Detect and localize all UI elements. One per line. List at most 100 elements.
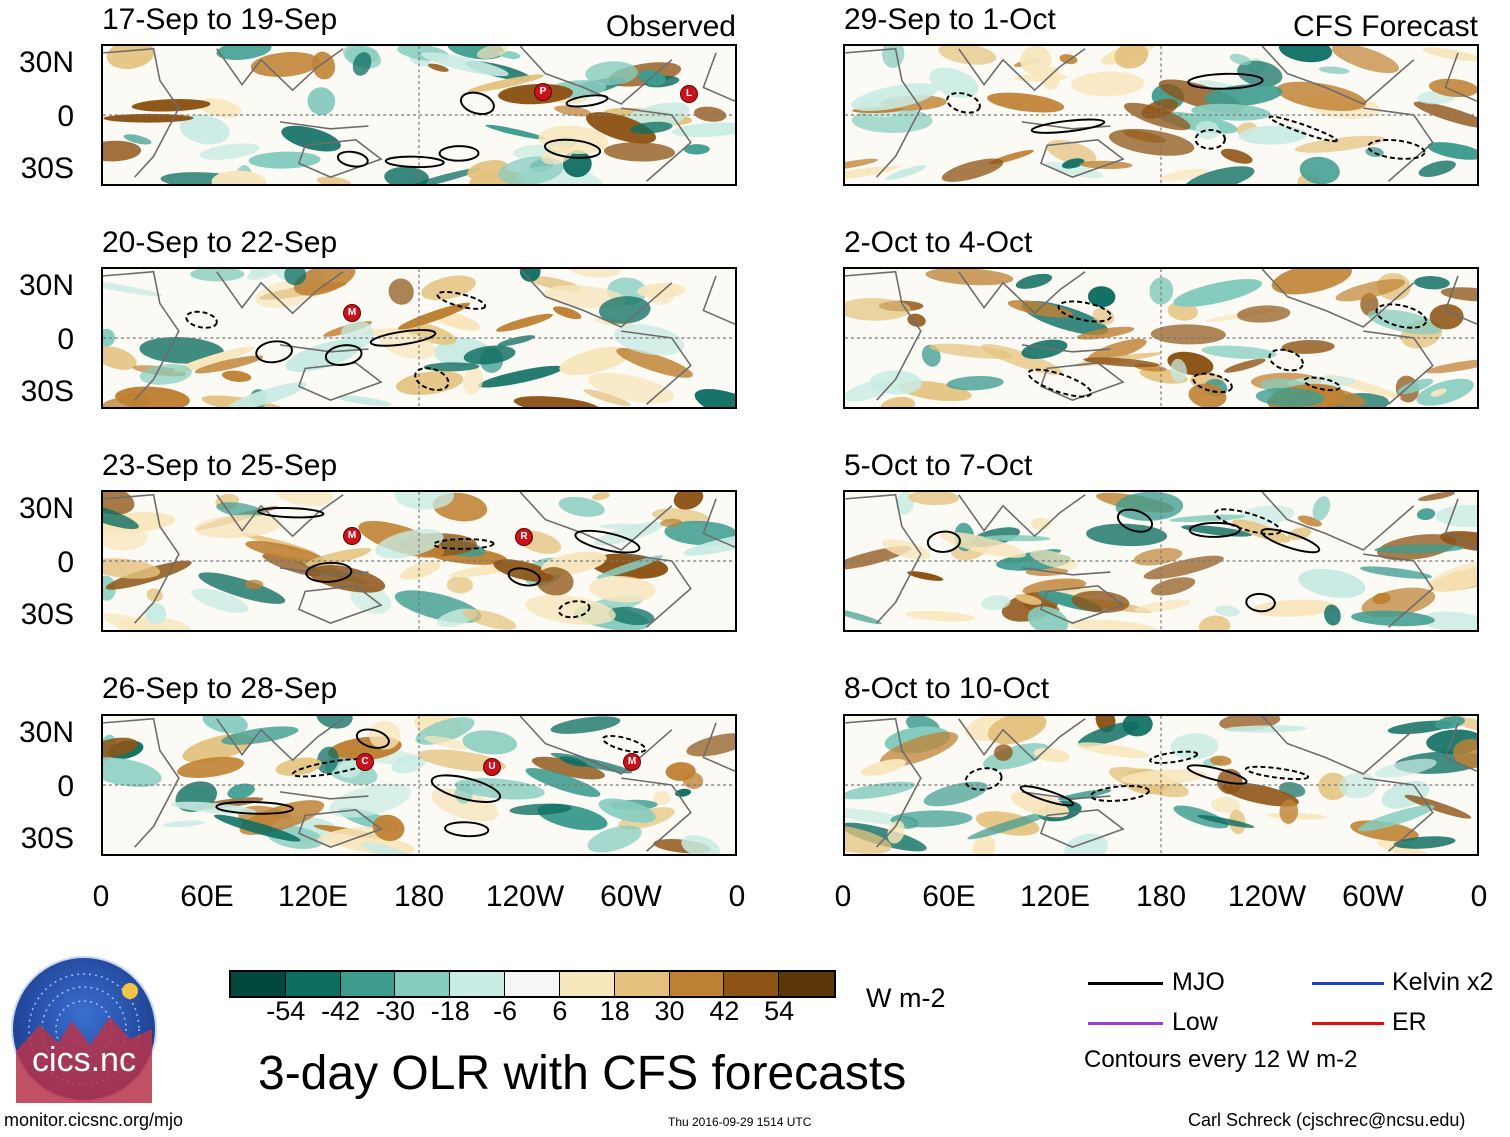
olr-anomaly [275, 757, 322, 776]
mjo-contour [1268, 115, 1338, 143]
olr-anomaly [397, 302, 471, 330]
olr-anomaly [1076, 326, 1135, 340]
olr-anomaly [558, 496, 605, 517]
olr-anomaly [446, 576, 474, 594]
olr-anomaly [851, 83, 938, 112]
olr-anomaly [281, 125, 341, 152]
olr-anomaly [103, 757, 162, 788]
olr-anomaly [1120, 769, 1207, 785]
coastline [1444, 722, 1477, 772]
olr-anomaly [1312, 496, 1331, 521]
olr-anomaly [980, 595, 1011, 611]
olr-anomaly [1143, 555, 1224, 580]
logo-text: cics.nc [32, 1041, 136, 1079]
olr-anomaly [1211, 797, 1241, 813]
olr-anomaly [987, 716, 1047, 745]
mjo-contour [964, 767, 1003, 791]
olr-anomaly [284, 269, 307, 286]
olr-anomaly [587, 825, 642, 853]
panel-title: 20-Sep to 22-Sep [102, 226, 338, 259]
longitude-label: 120W [485, 880, 565, 913]
colorbar-swatch [505, 972, 560, 996]
olr-anomaly [536, 567, 574, 596]
olr-anomaly [1271, 269, 1352, 295]
olr-anomaly [1058, 789, 1112, 801]
footer-url[interactable]: monitor.cicsnc.org/mjo [4, 1110, 184, 1130]
footer-author: Carl Schreck (cjschrec@ncsu.edu) [1188, 1110, 1466, 1130]
olr-anomaly [485, 124, 546, 140]
colorbar-label: 42 [709, 996, 740, 1026]
mjo-contour [255, 340, 293, 364]
olr-anomaly [103, 737, 138, 758]
olr-anomaly [1429, 304, 1464, 330]
olr-anomaly [1416, 508, 1436, 521]
coastline [702, 498, 735, 548]
olr-anomaly [1318, 772, 1348, 801]
olr-anomaly [402, 322, 457, 345]
olr-anomaly [845, 158, 878, 171]
coastline [1039, 139, 1125, 178]
olr-anomaly [247, 269, 279, 281]
coastline [216, 271, 344, 315]
olr-map [103, 716, 735, 854]
olr-anomaly [1197, 815, 1255, 828]
storm-marker-icon: M [343, 527, 361, 545]
olr-anomaly [1033, 748, 1070, 763]
olr-anomaly [245, 540, 326, 564]
olr-anomaly [519, 269, 541, 282]
legend-mjo-line [1088, 982, 1163, 985]
olr-anomaly [329, 783, 412, 818]
olr-anomaly [845, 608, 882, 625]
olr-anomaly [171, 801, 257, 815]
olr-anomaly [213, 814, 301, 842]
olr-anomaly [525, 768, 601, 797]
olr-anomaly [550, 716, 621, 734]
olr-anomaly [103, 346, 137, 370]
olr-anomaly [476, 46, 509, 59]
olr-anomaly [1086, 523, 1168, 547]
olr-anomaly [103, 140, 142, 162]
colorbar-label: -54 [266, 996, 306, 1026]
colorbar-swatch [395, 972, 451, 996]
colorbar-swatch [231, 972, 286, 996]
olr-anomaly [1220, 148, 1253, 164]
longitude-label: 60W [1342, 880, 1404, 913]
longitude-label: 180 [1135, 880, 1187, 913]
olr-anomaly [216, 46, 272, 60]
olr-anomaly [179, 114, 230, 145]
coastline [1261, 716, 1415, 775]
olr-anomaly [660, 518, 682, 527]
olr-anomaly [462, 609, 517, 630]
olr-anomaly [1083, 357, 1160, 368]
olr-anomaly [1108, 128, 1195, 156]
longitude-label: 60E [922, 880, 976, 913]
olr-anomaly [1287, 527, 1312, 541]
mjo-contour [459, 91, 495, 115]
olr-anomaly [1425, 359, 1477, 374]
legend-kelvin-label: Kelvin x2 [1392, 968, 1494, 996]
coastline [216, 494, 344, 538]
colorbar-units: W m-2 [866, 983, 946, 1013]
longitude-label: 120E [277, 880, 349, 913]
olr-anomaly [1195, 120, 1220, 140]
olr-anomaly [885, 165, 927, 181]
legend-er-line [1312, 1022, 1384, 1025]
olr-anomaly [1173, 278, 1262, 307]
olr-anomaly [316, 716, 353, 729]
olr-anomaly [1413, 101, 1477, 129]
olr-anomaly [1278, 46, 1333, 63]
olr-anomaly [1281, 340, 1335, 354]
olr-anomaly [103, 613, 181, 630]
olr-anomaly [994, 744, 1013, 761]
olr-anomaly [462, 730, 518, 755]
olr-anomaly [396, 370, 464, 395]
longitude-label: 0 [1470, 880, 1488, 913]
coastline [1021, 567, 1111, 576]
olr-anomaly [929, 343, 1013, 359]
coastline [1039, 585, 1125, 624]
olr-anomaly [1115, 492, 1184, 521]
olr-anomaly [509, 803, 572, 816]
olr-map [103, 46, 735, 184]
olr-anomaly [1122, 716, 1153, 737]
